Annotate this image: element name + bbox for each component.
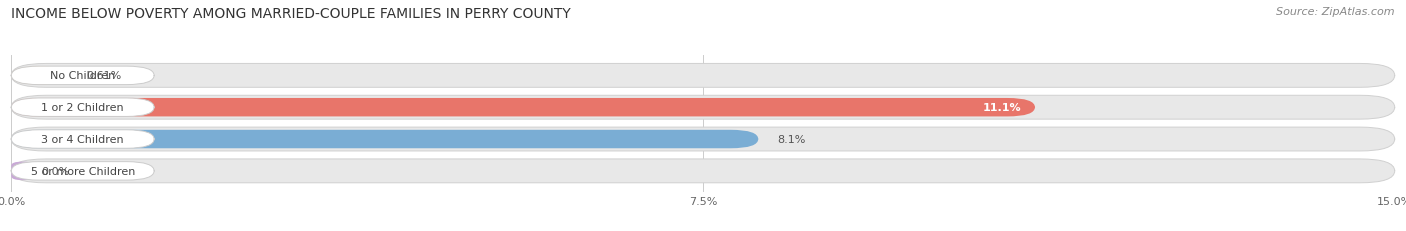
FancyBboxPatch shape [11,96,1395,120]
FancyBboxPatch shape [11,162,155,180]
Text: INCOME BELOW POVERTY AMONG MARRIED-COUPLE FAMILIES IN PERRY COUNTY: INCOME BELOW POVERTY AMONG MARRIED-COUPL… [11,7,571,21]
FancyBboxPatch shape [11,67,155,85]
FancyBboxPatch shape [11,99,1035,117]
FancyBboxPatch shape [11,130,155,149]
FancyBboxPatch shape [11,99,155,117]
Text: 1 or 2 Children: 1 or 2 Children [41,103,124,113]
FancyBboxPatch shape [11,67,67,85]
Text: 0.61%: 0.61% [86,71,121,81]
FancyBboxPatch shape [11,64,1395,88]
FancyBboxPatch shape [11,128,1395,151]
Text: 5 or more Children: 5 or more Children [31,166,135,176]
Text: No Children: No Children [51,71,115,81]
Text: 11.1%: 11.1% [983,103,1021,113]
FancyBboxPatch shape [11,159,1395,183]
Text: Source: ZipAtlas.com: Source: ZipAtlas.com [1277,7,1395,17]
Text: 8.1%: 8.1% [776,134,806,144]
Text: 0.0%: 0.0% [41,166,69,176]
FancyBboxPatch shape [11,130,758,149]
FancyBboxPatch shape [11,162,34,180]
Text: 3 or 4 Children: 3 or 4 Children [41,134,124,144]
